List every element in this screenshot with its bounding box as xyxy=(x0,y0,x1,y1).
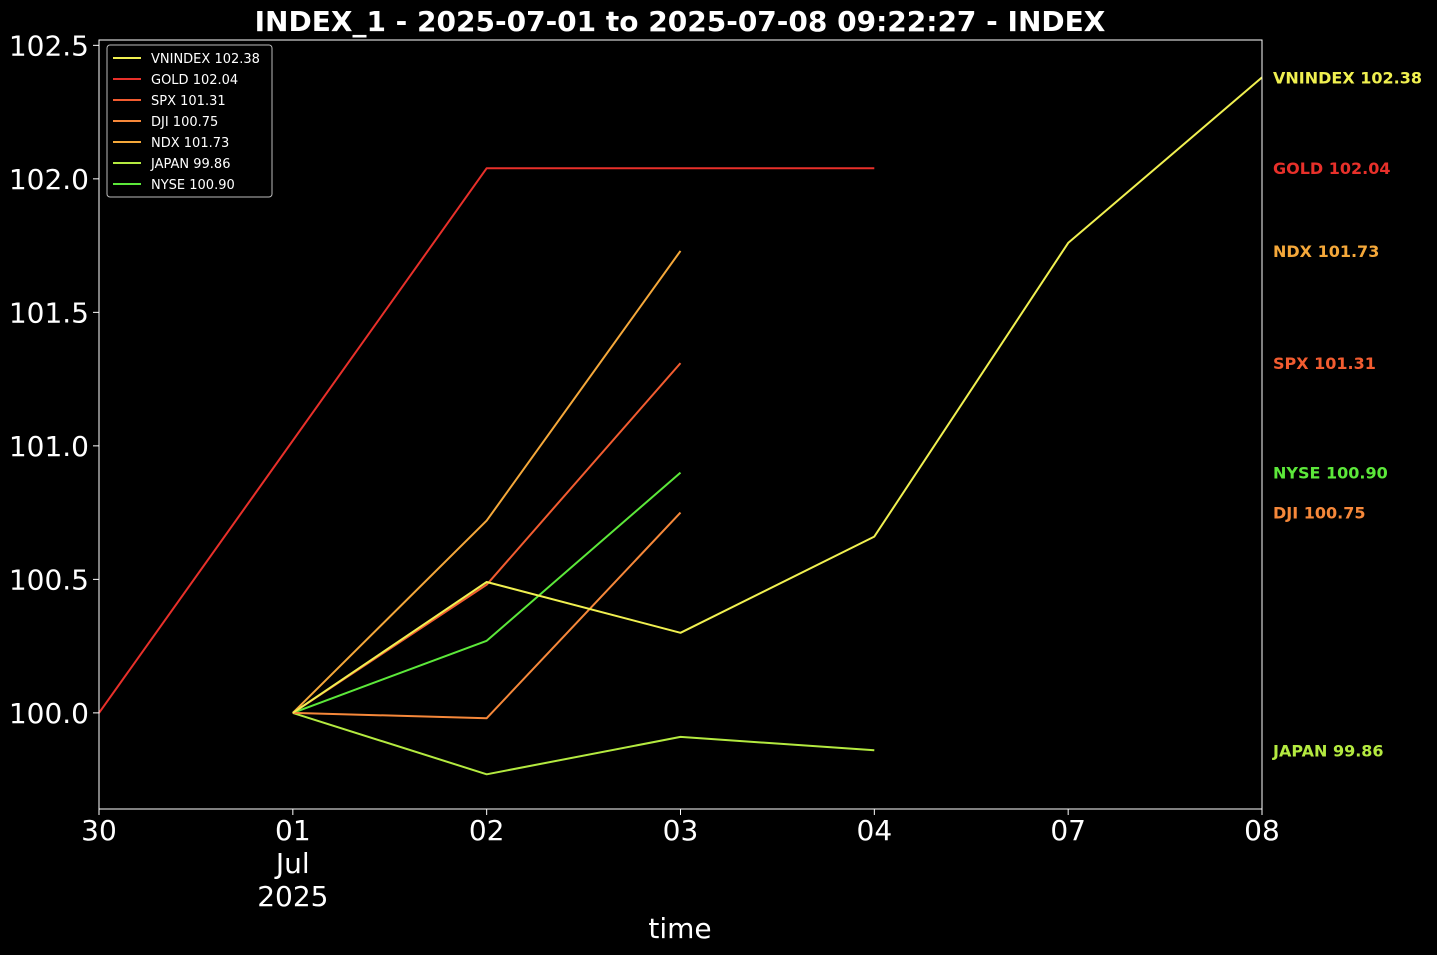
x-tick-label: 01 xyxy=(275,814,311,847)
x-tick-label: Jul xyxy=(274,847,310,880)
end-label-vnindex: VNINDEX 102.38 xyxy=(1273,68,1422,87)
x-tick-label: 04 xyxy=(857,814,893,847)
x-tick-label: 2025 xyxy=(257,880,328,913)
series-layer xyxy=(98,76,1263,776)
x-axis-label: time xyxy=(648,912,711,945)
legend-box xyxy=(106,44,273,198)
x-tick-label: 07 xyxy=(1050,814,1086,847)
legend-entry-spx: SPX 101.31 xyxy=(151,94,226,109)
x-tick-label: 08 xyxy=(1244,814,1280,847)
end-label-nyse: NYSE 100.90 xyxy=(1273,464,1388,483)
series-line-vnindex xyxy=(292,76,1263,714)
legend-entry-dji: DJI 100.75 xyxy=(151,115,218,130)
y-tick-label: 100.5 xyxy=(9,563,89,596)
legend-entry-nyse: NYSE 100.90 xyxy=(151,178,235,193)
y-axis: 100.0 100.5 101.0 101.5 102.0 102.5 xyxy=(9,29,99,730)
x-tick-label: 02 xyxy=(469,814,505,847)
chart-title: INDEX_1 - 2025-07-01 to 2025-07-08 09:22… xyxy=(255,5,1106,38)
end-label-spx: SPX 101.31 xyxy=(1273,354,1376,373)
y-tick-label: 101.5 xyxy=(9,296,89,329)
y-tick-label: 101.0 xyxy=(9,430,89,463)
end-label-ndx: NDX 101.73 xyxy=(1273,242,1379,261)
series-line-japan xyxy=(292,711,875,776)
legend-entry-ndx: NDX 101.73 xyxy=(151,136,229,151)
y-tick-label: 100.0 xyxy=(9,697,89,730)
legend-entry-vnindex: VNINDEX 102.38 xyxy=(151,52,260,67)
legend: VNINDEX 102.38 GOLD 102.04 SPX 101.31 DJI 1… xyxy=(106,44,273,198)
legend-entry-japan: JAPAN 99.86 xyxy=(150,157,230,172)
series-line-nyse xyxy=(292,471,682,714)
legend-entry-gold: GOLD 102.04 xyxy=(151,73,238,88)
end-label-japan: JAPAN 99.86 xyxy=(1272,741,1384,760)
series-line-ndx xyxy=(292,250,682,714)
end-label-gold: GOLD 102.04 xyxy=(1273,159,1391,178)
end-label-dji: DJI 100.75 xyxy=(1273,504,1366,523)
y-tick-label: 102.0 xyxy=(9,163,89,196)
y-tick-label: 102.5 xyxy=(9,29,89,62)
series-line-dji xyxy=(292,511,682,720)
x-tick-label: 03 xyxy=(663,814,699,847)
end-labels: VNINDEX 102.38 GOLD 102.04 NDX 101.73 SPX 1… xyxy=(1272,68,1422,760)
series-line-gold xyxy=(98,167,875,714)
x-tick-label: 30 xyxy=(81,814,117,847)
